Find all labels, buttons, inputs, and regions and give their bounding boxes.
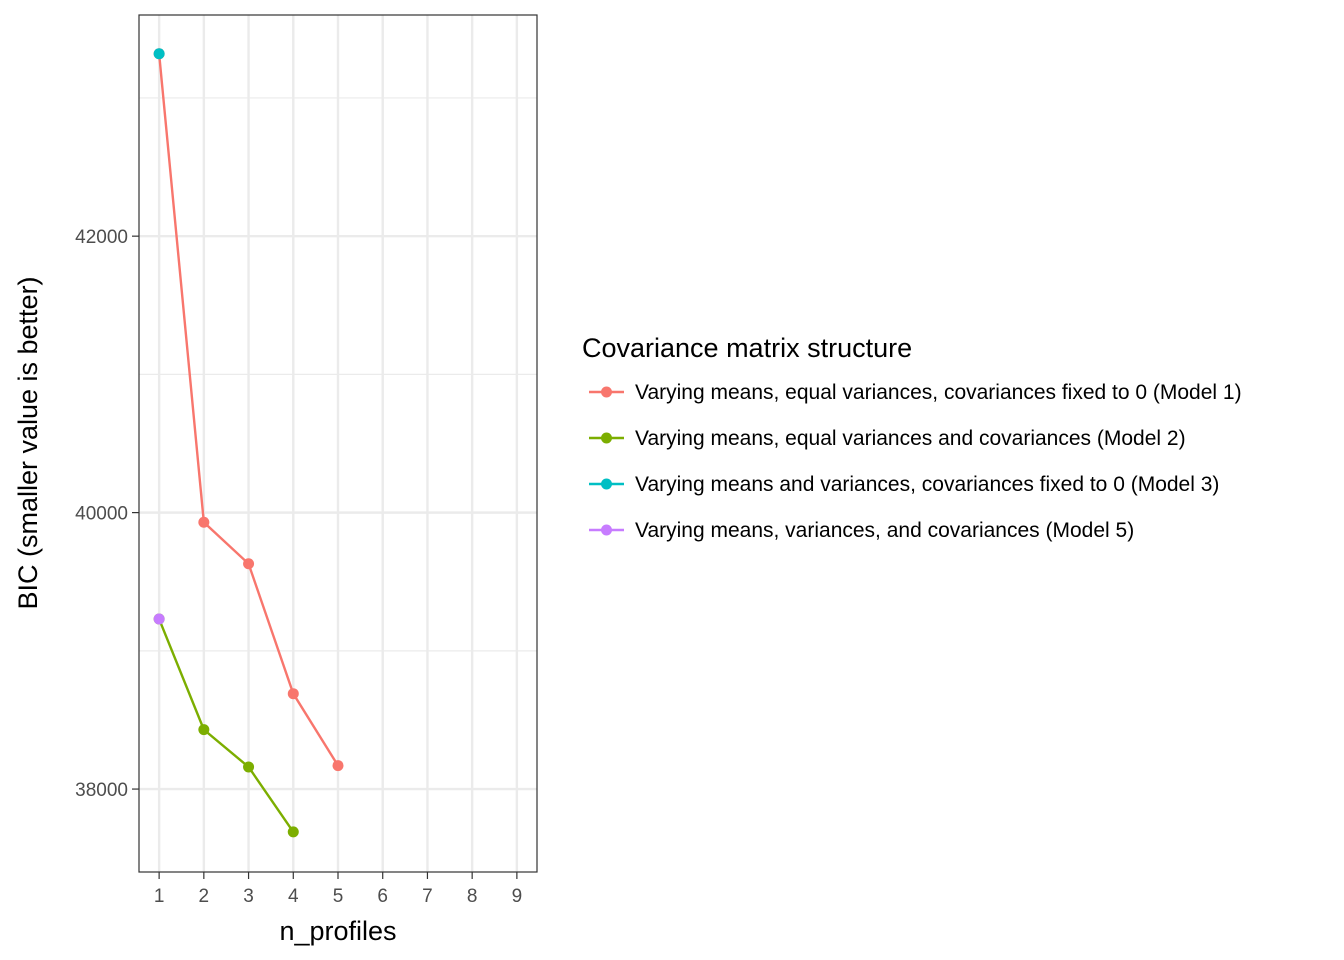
series-points xyxy=(153,48,344,838)
legend-item: Varying means, variances, and covariance… xyxy=(589,519,1134,542)
series-2-point xyxy=(243,761,255,773)
x-tick-label: 3 xyxy=(243,886,254,907)
y-tick-label: 40000 xyxy=(75,504,128,525)
y-axis-title: BIC (smaller value is better) xyxy=(13,276,43,609)
y-tick-label: 38000 xyxy=(75,780,128,801)
y-axis-ticks: 38000 40000 42000 xyxy=(75,227,139,801)
series-2-point xyxy=(287,826,299,838)
legend-item: Varying means, equal variances, covarian… xyxy=(589,381,1242,404)
legend-item: Varying means and variances, covariances… xyxy=(589,473,1219,496)
legend: Covariance matrix structure Varying mean… xyxy=(582,333,1242,542)
y-tick-label: 42000 xyxy=(75,227,128,248)
legend-title: Covariance matrix structure xyxy=(582,333,912,363)
series-4-point xyxy=(153,613,165,625)
x-tick-label: 4 xyxy=(288,886,299,907)
x-tick-label: 6 xyxy=(377,886,388,907)
series-1-point xyxy=(243,558,255,570)
legend-label: Varying means, equal variances, covarian… xyxy=(635,381,1242,404)
major-gridlines xyxy=(139,15,537,872)
x-tick-label: 9 xyxy=(512,886,523,907)
x-tick-label: 8 xyxy=(467,886,478,907)
x-tick-label: 1 xyxy=(154,886,165,907)
series-2-point xyxy=(198,724,210,736)
series-1-point xyxy=(198,516,210,528)
x-tick-label: 2 xyxy=(199,886,210,907)
legend-item: Varying means, equal variances and covar… xyxy=(589,427,1186,450)
legend-key-point xyxy=(601,478,612,490)
x-axis-title: n_profiles xyxy=(279,916,396,946)
legend-label: Varying means, equal variances and covar… xyxy=(635,427,1186,450)
series-line-2 xyxy=(158,618,295,833)
legend-key-point xyxy=(601,524,612,536)
x-tick-label: 7 xyxy=(422,886,433,907)
x-tick-label: 5 xyxy=(333,886,344,907)
series-1-point xyxy=(287,688,299,700)
series-3-point xyxy=(153,48,165,60)
legend-key-point xyxy=(601,386,612,398)
legend-label: Varying means, variances, and covariance… xyxy=(635,519,1134,542)
legend-items: Varying means, equal variances, covarian… xyxy=(589,381,1242,542)
series-1-point xyxy=(332,760,344,772)
legend-label: Varying means and variances, covariances… xyxy=(635,473,1219,496)
legend-key-point xyxy=(601,432,612,444)
x-axis-ticks: 1 2 3 4 5 6 7 8 9 xyxy=(154,872,522,907)
